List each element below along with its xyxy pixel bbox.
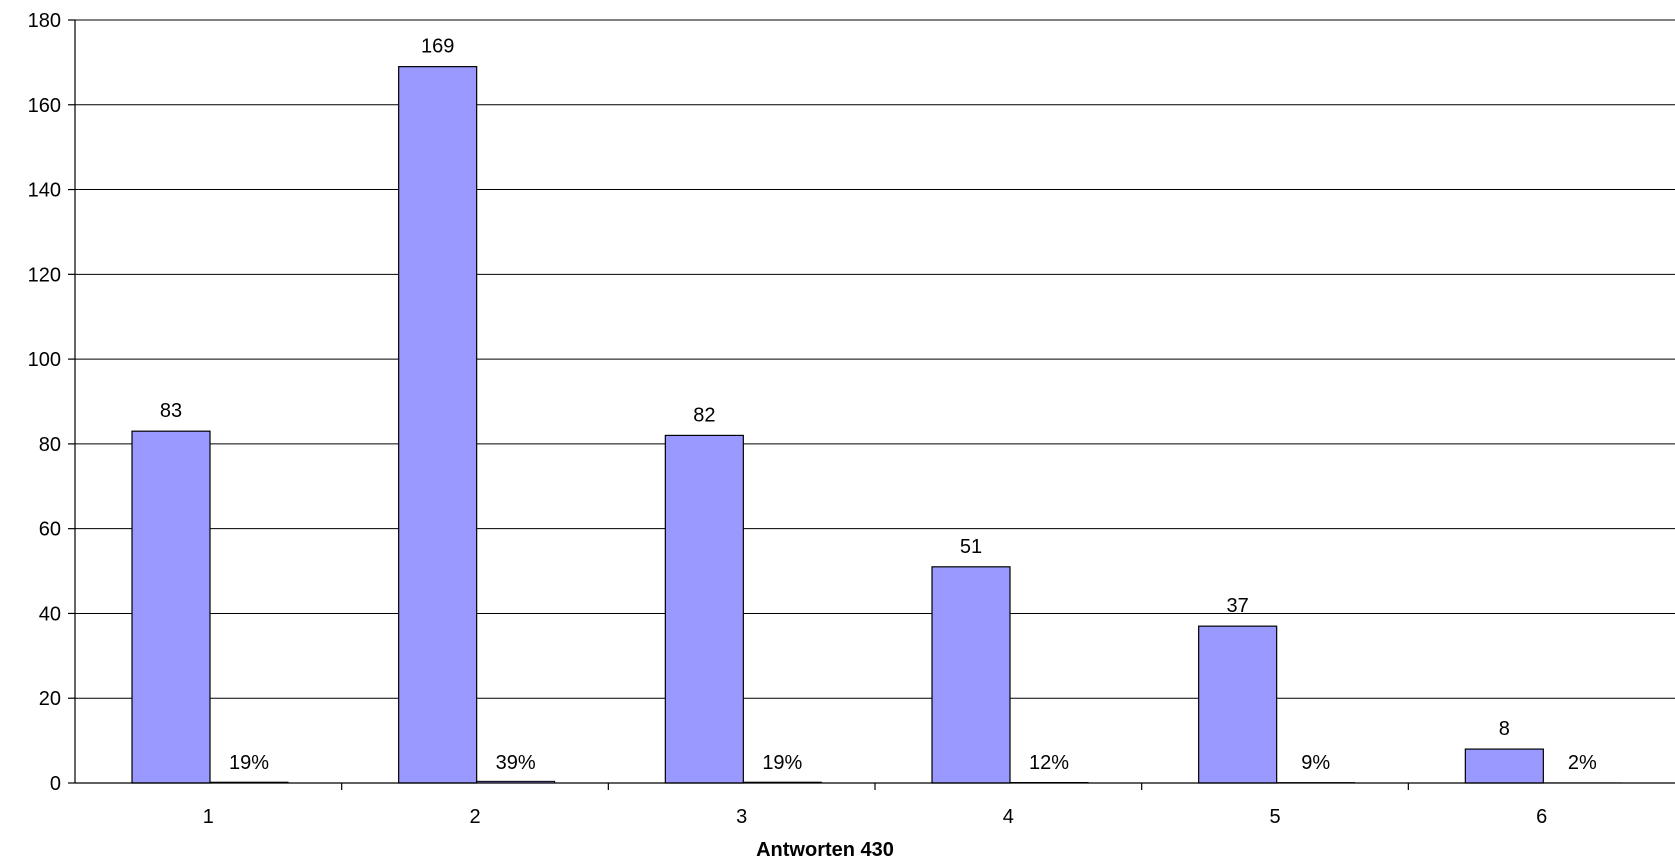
x-tick-label: 2 <box>469 806 480 828</box>
bar-value-label: 169 <box>421 36 454 58</box>
x-tick-label: 3 <box>736 806 747 828</box>
bar <box>398 66 478 784</box>
percent-label: 2% <box>1568 752 1597 774</box>
y-axis-ticks: 0 20 40 60 80 100 120 140 160 180 <box>28 10 75 795</box>
bar <box>131 430 211 784</box>
y-tick-label: 100 <box>28 349 61 371</box>
bar <box>664 434 744 784</box>
gridlines <box>75 19 1675 699</box>
x-tick-label: 1 <box>203 806 214 828</box>
bar <box>1198 625 1278 784</box>
y-tick-label: 0 <box>50 773 61 795</box>
y-tick-label: 40 <box>39 603 61 625</box>
y-tick-label: 120 <box>28 264 61 286</box>
x-tick-label: 5 <box>1269 806 1280 828</box>
percent-label: 9% <box>1301 752 1330 774</box>
y-tick-label: 80 <box>39 434 61 456</box>
y-tick-label: 180 <box>28 10 61 32</box>
x-axis-title: Antworten 430 <box>756 839 894 861</box>
bar-value-label: 8 <box>1499 718 1510 740</box>
bar-value-label: 82 <box>693 404 715 426</box>
y-tick-label: 160 <box>28 95 61 117</box>
x-tick-label: 6 <box>1536 806 1547 828</box>
y-tick-label: 60 <box>39 519 61 541</box>
bar-value-label: 37 <box>1227 595 1249 617</box>
y-tick-label: 20 <box>39 688 61 710</box>
x-axis-ticks: 1 2 3 4 5 6 <box>203 783 1547 828</box>
bars: 83 19% 169 39% 82 19% 51 12% 37 9% 8 2% <box>131 36 1622 784</box>
bar-value-label: 83 <box>160 400 182 422</box>
bar <box>1464 748 1544 784</box>
bar-value-label: 51 <box>960 536 982 558</box>
percent-label: 39% <box>496 752 536 774</box>
percent-label: 19% <box>762 752 802 774</box>
bar <box>931 566 1011 784</box>
x-tick-label: 4 <box>1003 806 1014 828</box>
percent-label: 19% <box>229 752 269 774</box>
y-tick-label: 140 <box>28 180 61 202</box>
percent-label: 12% <box>1029 752 1069 774</box>
